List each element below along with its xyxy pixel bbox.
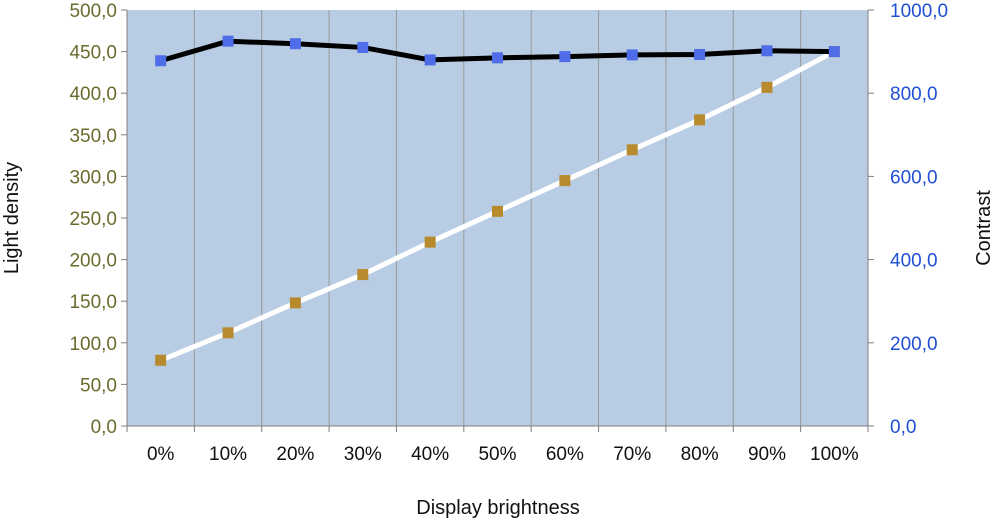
- series-2-point: [289, 38, 301, 50]
- x-tick-label: 90%: [748, 444, 786, 465]
- series-2-point: [626, 49, 638, 61]
- right-tick-label: 0,0: [890, 417, 916, 438]
- grid-lines: [193, 10, 802, 426]
- x-axis-title: Display brightness: [416, 497, 579, 519]
- left-tick-label: 50,0: [80, 375, 117, 396]
- x-tick-label: 100%: [810, 444, 859, 465]
- x-tick-label: 40%: [411, 444, 449, 465]
- x-tick-label: 10%: [209, 444, 247, 465]
- series-2-point: [828, 46, 840, 58]
- series-2-point: [222, 35, 234, 47]
- x-tick-label: 30%: [344, 444, 382, 465]
- left-tick-label: 100,0: [69, 334, 117, 355]
- series-1-point: [155, 354, 167, 366]
- series-2-point: [155, 55, 167, 67]
- series-1-point: [694, 114, 706, 126]
- y2-axis-title: Contrast: [973, 190, 995, 266]
- x-tick-label: 60%: [546, 444, 584, 465]
- series-1-point: [357, 269, 369, 281]
- left-tick-label: 0,0: [91, 417, 117, 438]
- left-tick-label: 350,0: [69, 126, 117, 147]
- plot-area: [127, 10, 868, 426]
- right-tick-label: 400,0: [890, 251, 938, 272]
- right-tick-label: 200,0: [890, 334, 938, 355]
- left-tick-label: 150,0: [69, 292, 117, 313]
- series-2-point: [559, 51, 571, 63]
- x-tick-label: 70%: [613, 444, 651, 465]
- series-2-point: [694, 49, 706, 61]
- right-axis-ticks: 0,0 200,0 400,0 600,0 800,0 1000,0: [868, 1, 948, 438]
- series-1-point: [222, 327, 234, 339]
- x-axis-ticks: 0% 10% 20% 30% 40% 50% 60% 70% 80% 90% 100%: [126, 426, 869, 465]
- y-axis-title: Light density: [1, 162, 23, 274]
- left-axis-ticks: 0,0 50,0 100,0 150,0 200,0 250,0 300,0 350,0 400…: [69, 1, 127, 438]
- left-tick-label: 450,0: [69, 43, 117, 64]
- right-tick-label: 600,0: [890, 167, 938, 188]
- series-1-point: [559, 175, 571, 187]
- x-tick-label: 20%: [276, 444, 314, 465]
- series-1-point: [424, 236, 436, 248]
- x-tick-label: 80%: [681, 444, 719, 465]
- x-tick-label: 50%: [478, 444, 516, 465]
- left-tick-label: 200,0: [69, 251, 117, 272]
- right-tick-label: 800,0: [890, 84, 938, 105]
- series-layer: [155, 35, 840, 366]
- left-tick-label: 300,0: [69, 167, 117, 188]
- x-tick-label: 0%: [147, 444, 175, 465]
- series-2-point: [424, 54, 436, 66]
- series-2-point: [761, 45, 773, 57]
- series-1-point: [289, 297, 301, 309]
- series-1-point: [492, 205, 503, 217]
- left-tick-label: 400,0: [69, 84, 117, 105]
- series-2-point: [492, 52, 503, 64]
- left-tick-label: 500,0: [69, 1, 117, 22]
- right-tick-label: 1000,0: [890, 1, 948, 22]
- series-2-point: [357, 41, 369, 53]
- left-tick-label: 250,0: [69, 209, 117, 230]
- series-1-point: [761, 81, 773, 93]
- series-1-point: [626, 144, 638, 156]
